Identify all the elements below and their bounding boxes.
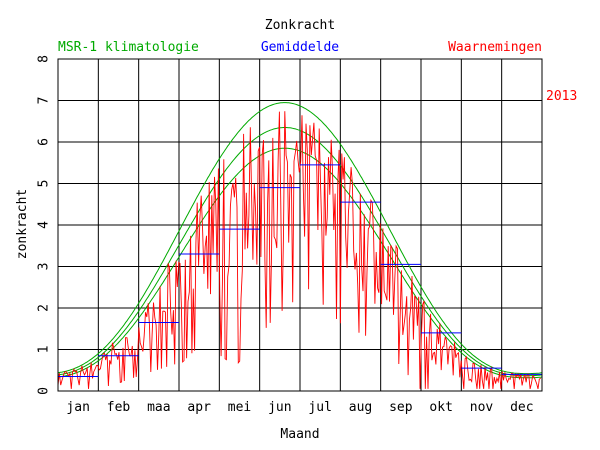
observation-line	[57, 111, 541, 390]
y-tick-label: 5	[37, 180, 52, 188]
grid	[58, 59, 542, 391]
x-axis-title: Maand	[280, 427, 319, 442]
x-tick-label-okt: okt	[429, 400, 452, 415]
x-tick-label-feb: feb	[107, 400, 131, 415]
y-tick-label: 0	[37, 387, 52, 395]
y-tick-label: 1	[37, 346, 52, 354]
x-tick-label-mei: mei	[228, 400, 251, 415]
y-tick-label: 8	[37, 55, 52, 63]
y-axis-title: zonkracht	[15, 189, 30, 259]
chart-title: Zonkracht	[265, 18, 335, 33]
observation-series	[57, 111, 541, 390]
legend-climatology: MSR-1 klimatologie	[58, 40, 199, 55]
x-tick-label-jun: jun	[268, 400, 291, 415]
legend-observations: Waarnemingen	[448, 40, 542, 55]
y-tick-label: 2	[37, 304, 52, 312]
y-tick-label: 6	[37, 138, 52, 146]
x-tick-label-dec: dec	[510, 400, 533, 415]
x-tick-label-sep: sep	[389, 400, 413, 415]
x-tick-label-jan: jan	[66, 400, 89, 415]
climatology-curve	[57, 102, 543, 375]
year-label: 2013	[546, 89, 577, 104]
axes: 0 1 2 3 4 5 6 7 8 jan feb maa apr mei jun jul aug sep okt n…	[37, 55, 543, 415]
x-tick-label-apr: apr	[187, 400, 211, 415]
y-tick-label: 4	[37, 221, 52, 229]
monthly-average-bars	[58, 164, 542, 377]
climatology-curve	[57, 127, 543, 377]
y-tick-label: 7	[37, 97, 52, 105]
x-tick-label-maa: maa	[147, 400, 170, 415]
climatology-curve	[57, 147, 543, 379]
x-tick-label-jul: jul	[308, 400, 331, 415]
climatology-curves	[57, 102, 543, 379]
legend-average: Gemiddelde	[261, 40, 339, 55]
x-tick-label-nov: nov	[470, 400, 494, 415]
x-tick-label-aug: aug	[349, 400, 372, 415]
plot-frame	[57, 58, 543, 392]
y-tick-label: 3	[37, 263, 52, 271]
